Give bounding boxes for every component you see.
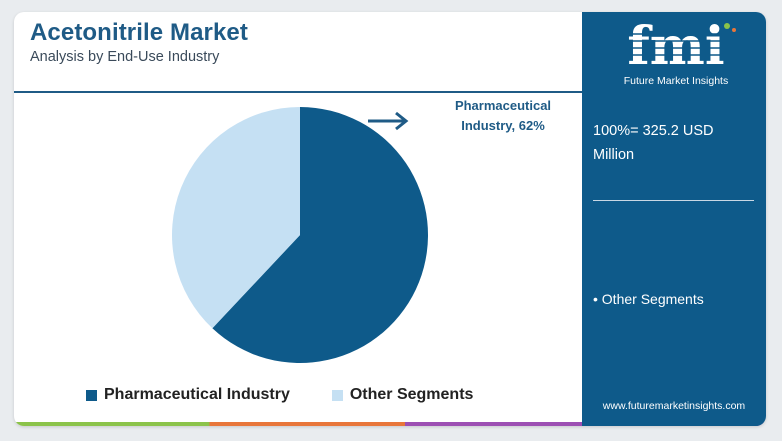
chart-card: Acetonitrile Market Analysis by End-Use … (14, 12, 766, 426)
fmi-logo-mark: fmi (616, 16, 736, 77)
legend-swatch-other (331, 389, 343, 401)
color-accent-bar (14, 422, 766, 426)
logo-tagline: Future Market Insights (623, 75, 729, 87)
website-link[interactable]: www.futuremarketinsights.com (602, 400, 746, 412)
chart-legend: Pharmaceutical Industry Other Segments (86, 386, 515, 404)
legend-item-pharmaceutical: Pharmaceutical Industry (86, 386, 290, 404)
pie-slice-pharmaceutical-industry (212, 107, 428, 363)
pie-slice-other-segments (172, 107, 300, 329)
chart-title: Acetonitrile Market (30, 19, 248, 46)
logo-wordmark: fmi (627, 20, 724, 76)
sidebar-divider (593, 200, 754, 201)
sidebar-note: • Other Segments (593, 291, 704, 307)
legend-swatch-pharmaceutical (86, 389, 97, 401)
header-divider (14, 91, 582, 93)
right-arrow-icon (368, 111, 409, 131)
slice-callout-label: Pharmaceutical Industry, 62% (454, 98, 552, 133)
fmi-logo: fmi Future Market Insights (606, 16, 738, 92)
pie-chart (172, 107, 428, 363)
legend-label-other: Other Segments (349, 386, 474, 403)
info-sidebar: fmi Future Market Insights 100%= 325.2 U… (582, 12, 766, 426)
chart-subtitle: Analysis by End-Use Industry (30, 49, 220, 65)
legend-item-other: Other Segments (331, 386, 474, 404)
market-total: 100%= 325.2 USD Million (593, 123, 714, 163)
legend-label-pharmaceutical: Pharmaceutical Industry (104, 386, 290, 403)
